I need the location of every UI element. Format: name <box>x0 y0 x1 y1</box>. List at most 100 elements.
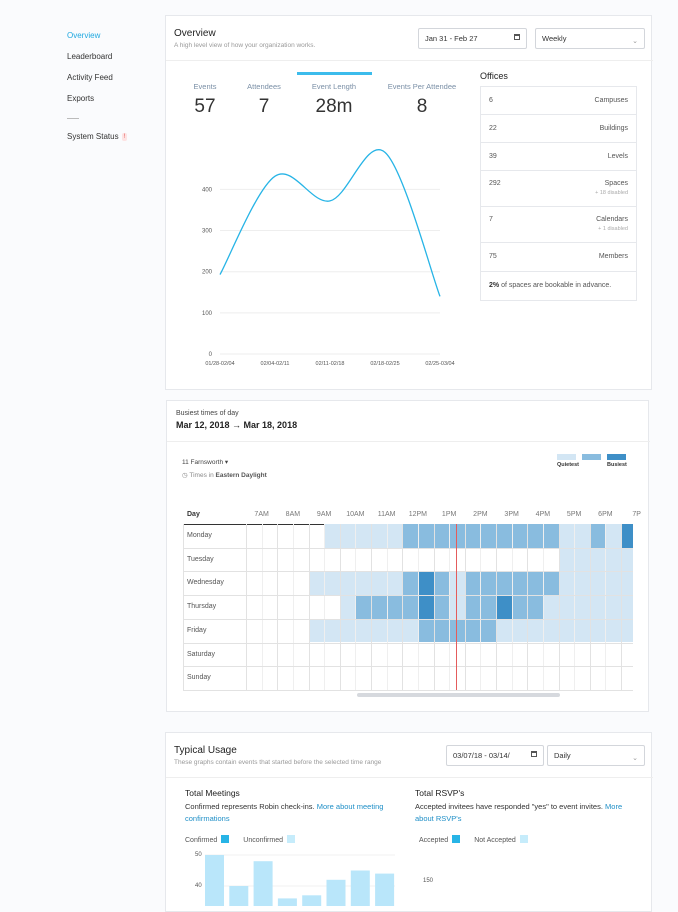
sidebar-item-system-status[interactable]: System Status! <box>67 132 157 153</box>
meetings-bar <box>302 895 322 906</box>
usage-subtitle: These graphs contain events that started… <box>174 759 382 766</box>
heatmap-cell <box>621 571 633 596</box>
office-label: Calendars <box>596 216 628 223</box>
usage-title: Typical Usage <box>174 745 237 756</box>
heatmap-scrollbar[interactable] <box>357 693 560 697</box>
legend-swatch-accepted <box>452 835 461 843</box>
heatmap-cell <box>308 618 325 643</box>
y-tick-label: 100 <box>202 311 213 317</box>
heatmap-cell <box>339 571 356 596</box>
row-divider <box>183 571 633 573</box>
meetings-bar <box>375 873 395 906</box>
heatmap-cell <box>527 618 543 643</box>
legend-swatch-medium <box>582 454 601 460</box>
header-divider <box>167 441 650 442</box>
y-tick-label: 200 <box>202 270 213 276</box>
office-count: 22 <box>489 125 497 132</box>
usage-date-range-input[interactable]: 03/07/18 - 03/14/ <box>446 745 544 766</box>
rsvps-description: Accepted invitees have responded "yes" t… <box>415 801 625 825</box>
heatmap-cell <box>402 524 418 548</box>
column-divider <box>371 524 372 690</box>
heatmap-cell <box>605 571 621 596</box>
heatmap-cell <box>574 547 590 572</box>
office-count: 75 <box>489 253 497 260</box>
meeting-confirmations-link[interactable]: More about meeting confirmations <box>185 802 384 823</box>
page-title: Overview <box>174 28 216 39</box>
heatmap-cell <box>496 595 512 619</box>
heatmap-cell <box>417 618 434 643</box>
meetings-bar <box>253 861 273 906</box>
heatmap-cell <box>339 595 356 619</box>
heatmap-cell <box>433 524 450 548</box>
y-tick-label: 0 <box>209 352 213 358</box>
heatmap-cell <box>402 571 418 596</box>
hour-header: 6PM <box>598 511 613 518</box>
rsvps-link[interactable]: More about RSVP's <box>415 802 623 823</box>
stat-tab-events[interactable]: Events 57 <box>160 82 250 118</box>
heatmap-cell <box>308 571 325 596</box>
date-range-input[interactable]: Jan 31 - Feb 27 <box>418 28 527 49</box>
usage-interval-select[interactable]: Daily ⌄ <box>547 745 645 766</box>
table-left-border <box>183 524 184 690</box>
sidebar-item-overview[interactable]: Overview <box>67 31 101 40</box>
x-tick-label: 02/25-03/04 <box>425 361 454 367</box>
heatmap-cell <box>542 524 559 548</box>
heatmap-cell <box>574 595 590 619</box>
half-hour-divider <box>605 524 607 690</box>
current-time-marker <box>456 524 457 690</box>
meetings-bar <box>326 879 346 906</box>
rsvps-title: Total RSVP's <box>415 788 465 798</box>
stat-value: 8 <box>416 96 428 117</box>
column-divider <box>433 524 435 690</box>
column-divider <box>621 524 622 690</box>
stat-tab-events-per-attendee[interactable]: Events Per Attendee 8 <box>377 82 467 118</box>
sidebar-item-activity-feed[interactable]: Activity Feed <box>67 73 113 82</box>
clock-icon: ◷ <box>182 472 190 479</box>
legend-swatch-confirmed <box>221 835 230 843</box>
sidebar-divider <box>67 118 79 119</box>
series-line <box>219 149 441 297</box>
stat-label: Events <box>193 82 217 91</box>
heatmap-cell <box>589 547 606 572</box>
meetings-desc-text: Confirmed represents Robin check-ins. <box>185 802 317 811</box>
heatmap-cell <box>386 618 403 643</box>
heatmap-cell <box>402 618 418 643</box>
column-divider <box>277 524 279 690</box>
date-range-value: Jan 31 - Feb 27 <box>425 34 478 43</box>
location-select[interactable]: 11 Farnsworth ▾ <box>182 458 228 466</box>
meetings-bar <box>229 886 249 906</box>
column-divider <box>558 524 560 690</box>
column-divider <box>464 524 466 690</box>
heatmap-cell <box>527 571 543 596</box>
day-label: Wednesday <box>187 579 224 587</box>
meetings-legend: Confirmed Unconfirmed <box>185 835 295 844</box>
row-divider <box>183 666 633 668</box>
heatmap-cell <box>574 618 590 643</box>
half-hour-divider <box>292 524 294 690</box>
offices-panel: 6 Campuses 22 Buildings 39 Levels 292 Sp… <box>480 86 637 301</box>
y-tick-label: 300 <box>202 229 213 235</box>
heatmap-cell <box>589 618 606 643</box>
half-hour-divider <box>574 524 576 690</box>
stat-tab-attendees[interactable]: Attendees 7 <box>219 82 309 118</box>
heatmap-cell <box>621 524 633 548</box>
office-footer: 2% of spaces are bookable in advance. <box>481 272 636 300</box>
row-divider <box>183 547 633 549</box>
heatmap-cell <box>605 524 621 548</box>
timezone-value: Eastern Daylight <box>215 472 267 479</box>
sidebar-item-exports[interactable]: Exports <box>67 94 95 103</box>
sidebar-item-leaderboard[interactable]: Leaderboard <box>67 52 113 61</box>
heatmap-cell <box>433 595 450 619</box>
heatmap-cell <box>496 524 512 548</box>
header-divider <box>166 60 653 61</box>
heatmap-cell <box>558 571 575 596</box>
heatmap-cell <box>464 571 481 596</box>
busiest-label: Busiest times of day <box>176 410 239 417</box>
interval-select[interactable]: Weekly ⌄ <box>535 28 645 49</box>
stat-tab-event-length[interactable]: Event Length 28m <box>289 82 379 118</box>
column-divider <box>402 524 404 690</box>
stat-label: Attendees <box>247 82 281 91</box>
heatmap-cell <box>511 595 528 619</box>
chevron-down-icon: ▾ <box>223 459 229 466</box>
column-divider <box>589 524 591 690</box>
